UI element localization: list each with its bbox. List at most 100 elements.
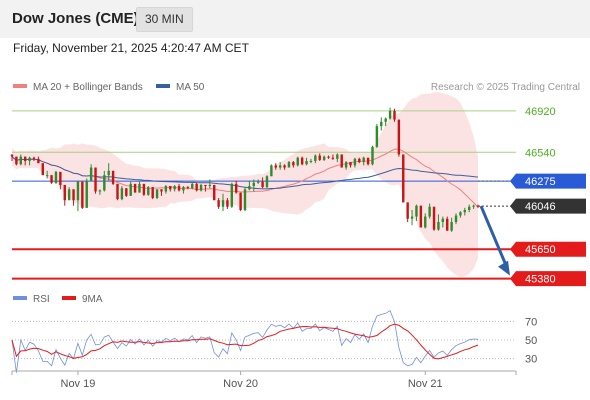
candle-body	[292, 162, 295, 166]
candle-body	[287, 162, 291, 168]
candle-body	[459, 212, 462, 216]
candle-body	[138, 183, 141, 193]
candle-body	[98, 190, 102, 192]
candle-body	[147, 187, 150, 195]
candle-body	[296, 157, 299, 166]
candle-body	[239, 192, 242, 211]
candle-body	[340, 154, 343, 168]
candle-body	[63, 184, 66, 201]
candle-body	[300, 157, 304, 165]
pivot-badge	[510, 173, 586, 189]
candle-body	[463, 210, 467, 213]
candle-body	[142, 183, 146, 195]
candle-body	[208, 184, 212, 187]
ma20-legend-swatch	[13, 84, 27, 88]
candle-body	[37, 158, 40, 164]
candle-body	[344, 162, 348, 168]
support-badge-45380	[510, 271, 586, 287]
candle-body	[252, 182, 256, 187]
candle-body	[151, 187, 154, 199]
candle-body	[366, 157, 370, 165]
candle-body	[125, 188, 128, 196]
candle-body	[169, 186, 172, 190]
candle-body	[336, 154, 339, 159]
candle-body	[309, 161, 313, 162]
candle-body	[472, 205, 475, 207]
candle-body	[186, 187, 190, 189]
candle-body	[375, 126, 379, 147]
candle-body	[195, 183, 198, 191]
candle-body	[111, 170, 115, 184]
candle-body	[265, 176, 269, 188]
candle-body	[182, 187, 185, 191]
report-datetime: Friday, November 21, 2025 4:20:47 AM CET	[13, 41, 249, 55]
bollinger-band	[12, 92, 478, 277]
candle-body	[314, 155, 317, 161]
candle-body	[230, 183, 234, 207]
candle-body	[437, 222, 440, 230]
support-label-45650: 45650	[525, 244, 556, 256]
candle-body	[94, 167, 97, 192]
candle-body	[81, 181, 84, 208]
candle-body	[173, 186, 176, 190]
target-arrow-shaft	[479, 205, 509, 269]
candle-body	[256, 181, 260, 183]
candle-body	[388, 110, 392, 119]
candle-body	[419, 205, 423, 228]
candle-body	[72, 189, 75, 201]
resistance-label-46540: 46540	[525, 147, 556, 159]
candle-body	[155, 189, 159, 199]
rsi-line	[11, 310, 479, 373]
timeframe-badge[interactable]: 30 MIN	[136, 7, 193, 32]
instrument-title: Dow Jones (CME)	[12, 10, 139, 27]
x-tick-label-0: Nov 19	[61, 378, 96, 390]
ma50-legend-label: MA 50	[176, 82, 205, 93]
candle-body	[107, 170, 110, 176]
candle-body	[384, 118, 387, 122]
candle-body	[164, 186, 168, 192]
support-badge-45650	[510, 241, 586, 257]
candle-body	[270, 165, 273, 177]
candle-body	[410, 216, 414, 219]
candle-body	[234, 183, 238, 193]
ma50-legend-swatch	[156, 84, 170, 88]
last-price-badge	[510, 198, 586, 214]
candle-body	[226, 200, 229, 207]
rsi-legend-swatch	[13, 296, 27, 300]
candle-body	[371, 146, 374, 165]
candle-body	[199, 184, 203, 191]
candle-body	[327, 156, 330, 158]
x-tick-label-1: Nov 20	[223, 378, 258, 390]
candle-body	[397, 119, 401, 155]
candle-body	[380, 121, 383, 127]
candle-body	[19, 156, 23, 165]
candle-body	[305, 161, 308, 165]
candle-body	[129, 183, 132, 196]
candle-body	[67, 189, 71, 201]
candle-body	[23, 156, 27, 161]
rsi-tick-30: 30	[525, 354, 537, 366]
x-tick-label-2: Nov 21	[408, 378, 443, 390]
candle-body	[204, 184, 207, 187]
candle-body	[50, 175, 53, 183]
candle-body	[406, 202, 409, 219]
candle-body	[393, 110, 396, 120]
candle-body	[467, 206, 471, 211]
candle-body	[353, 158, 357, 166]
candle-body	[116, 183, 119, 200]
candle-body	[59, 171, 62, 185]
candle-body	[120, 188, 124, 200]
candle-body	[331, 157, 335, 159]
candle-body	[45, 175, 49, 177]
pivot-label-46275: 46275	[525, 176, 556, 188]
candle-body	[446, 218, 449, 231]
candle-body	[28, 157, 31, 161]
copyright-text: Research © 2025 Trading Central	[431, 82, 580, 93]
candle-body	[213, 184, 216, 201]
candle-body	[318, 155, 321, 160]
candle-body	[10, 154, 14, 157]
candle-body	[402, 154, 405, 203]
candle-body	[424, 216, 427, 228]
candle-body	[160, 189, 163, 192]
